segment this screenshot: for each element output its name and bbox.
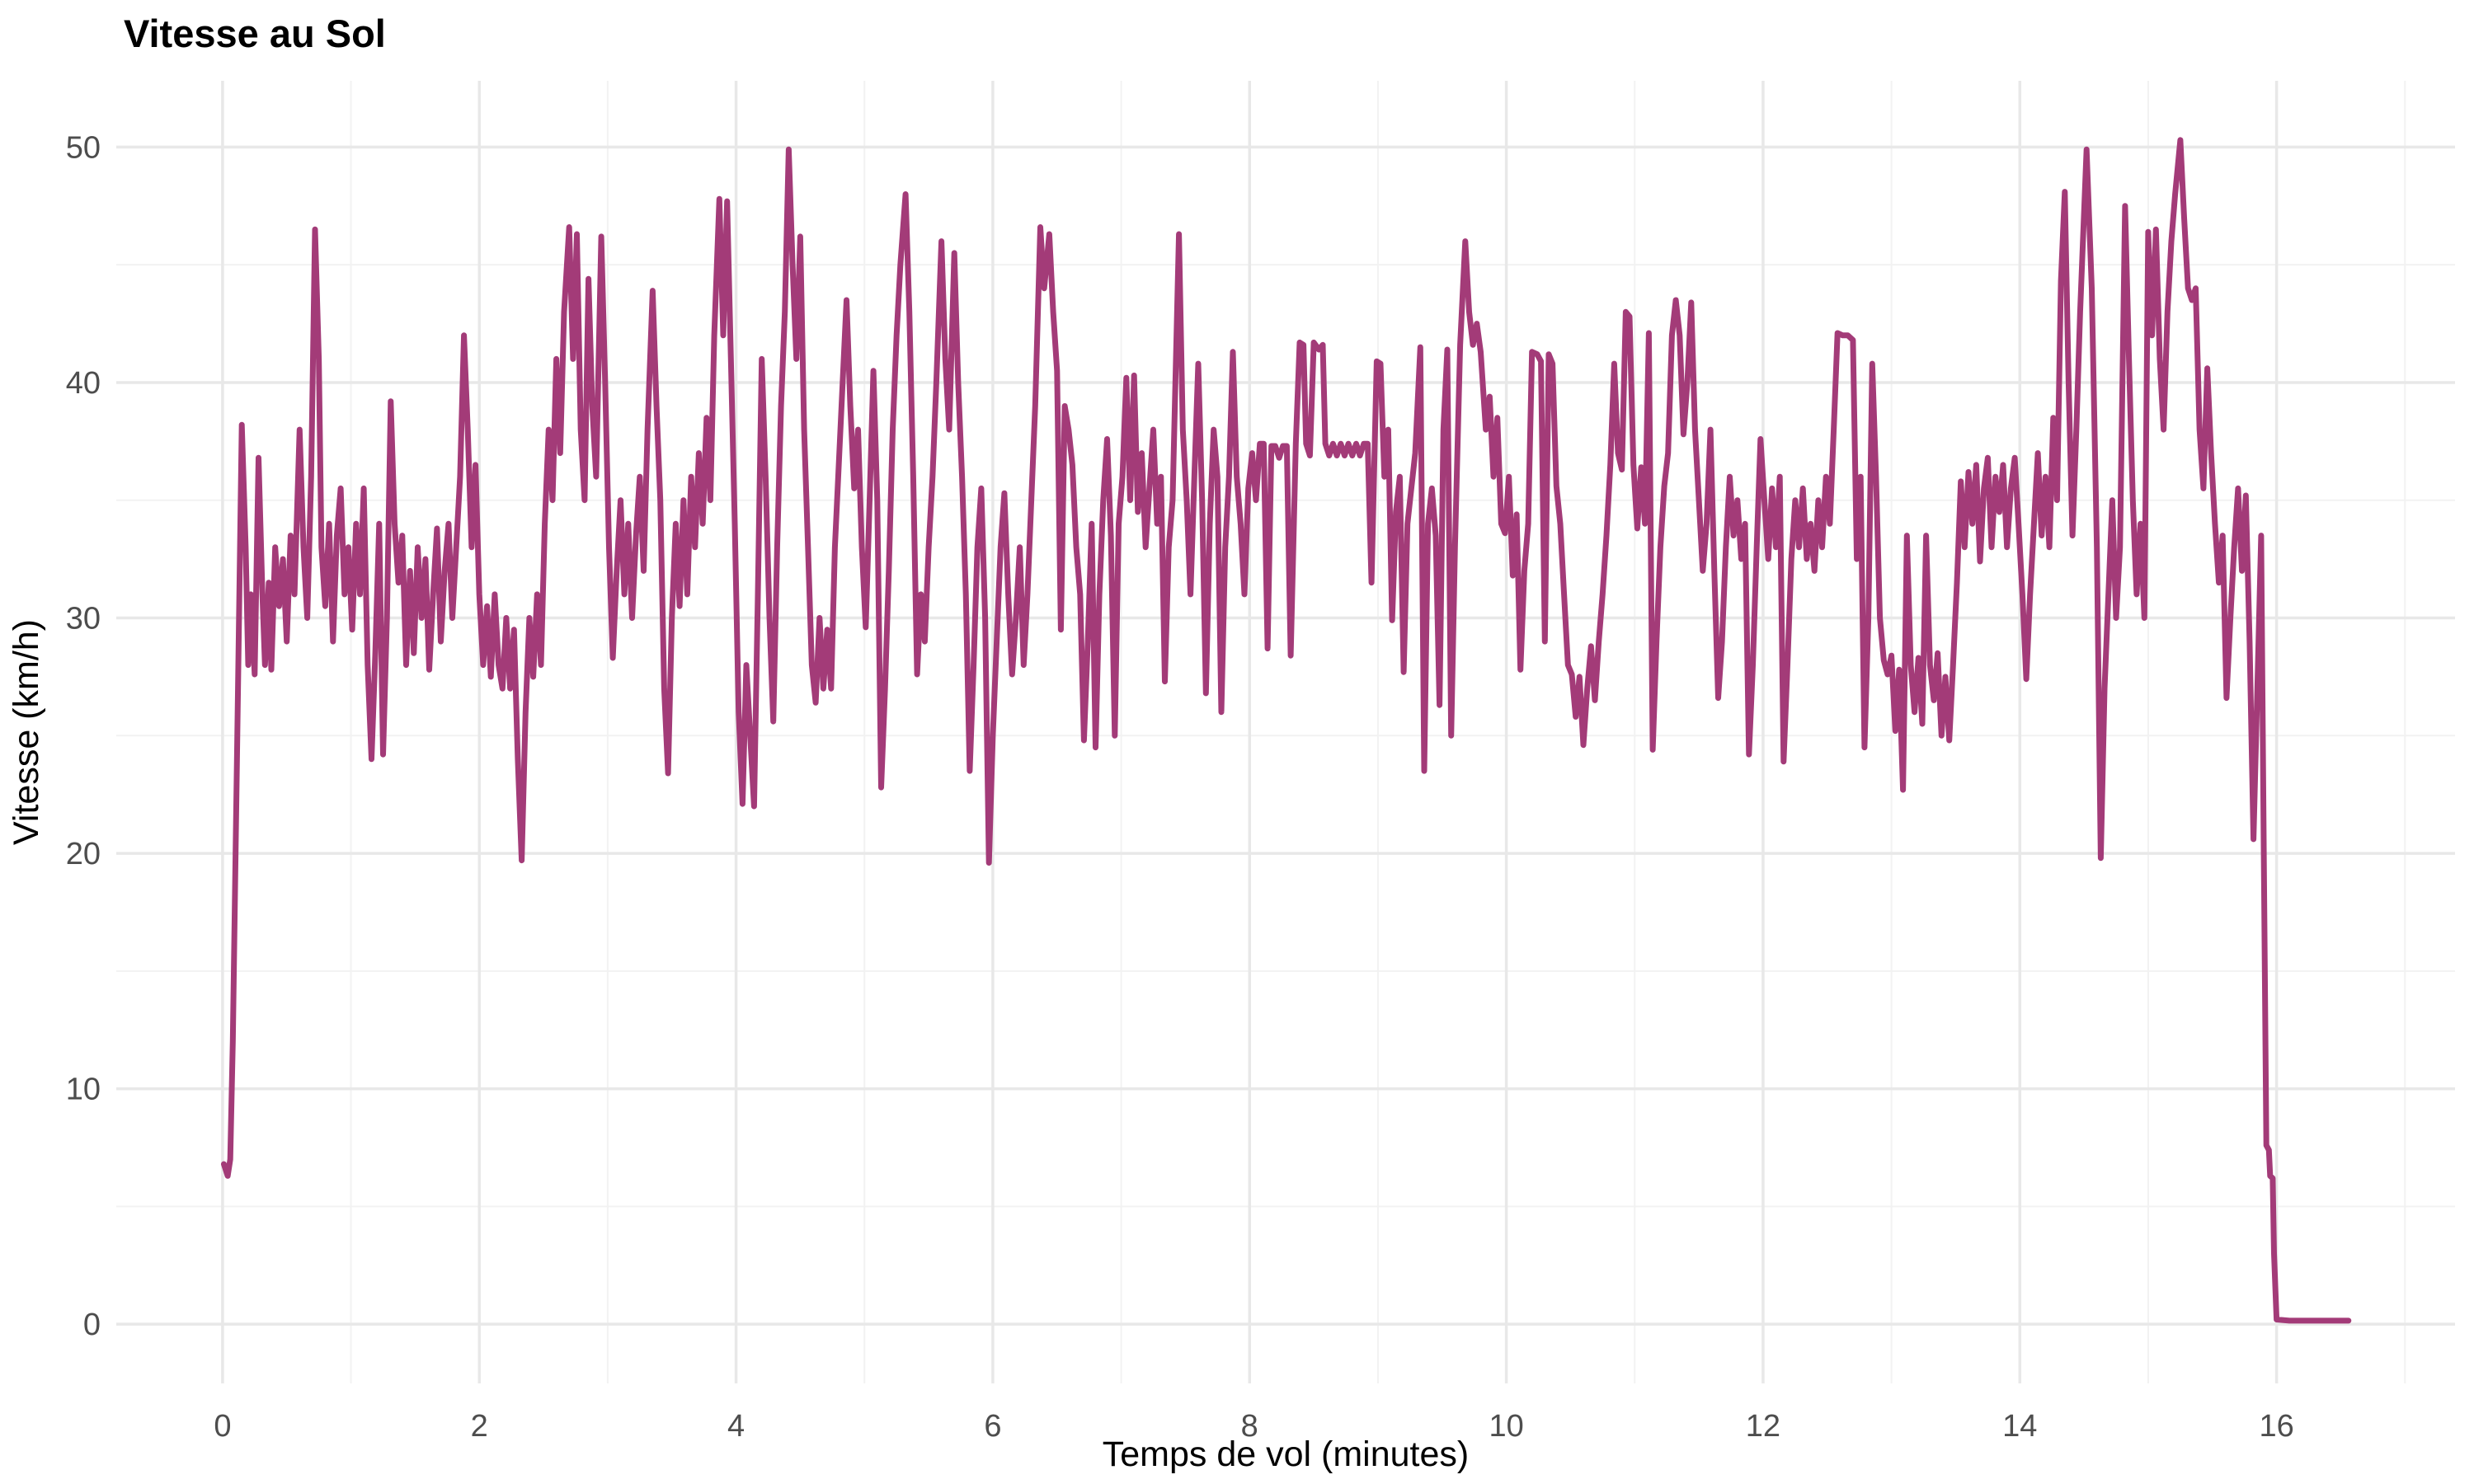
y-tick-label: 20 <box>66 837 101 871</box>
x-tick-label: 4 <box>727 1409 745 1444</box>
y-tick-label: 50 <box>66 130 101 165</box>
x-tick-label: 14 <box>2002 1409 2037 1444</box>
chart-title: Vitesse au Sol <box>124 12 386 55</box>
x-tick-label: 16 <box>2259 1409 2293 1444</box>
y-axis-title: Vitesse (km/h) <box>7 619 46 845</box>
x-tick-label: 12 <box>1746 1409 1780 1444</box>
x-axis-tick-labels: 0 2 4 6 8 10 12 14 16 <box>214 1409 2293 1444</box>
y-axis-tick-labels: 0 10 20 30 40 50 <box>66 130 101 1342</box>
y-tick-label: 40 <box>66 366 101 401</box>
x-tick-label: 2 <box>471 1409 488 1444</box>
x-tick-label: 6 <box>984 1409 1001 1444</box>
x-tick-label: 0 <box>214 1409 231 1444</box>
x-tick-label: 10 <box>1489 1409 1523 1444</box>
x-tick-label: 8 <box>1241 1409 1258 1444</box>
grid-major-lines <box>116 81 2455 1383</box>
speed-line-series <box>221 137 2352 1324</box>
y-tick-label: 0 <box>83 1308 101 1342</box>
y-tick-label: 10 <box>66 1073 101 1107</box>
y-tick-label: 30 <box>66 602 101 636</box>
x-axis-title: Temps de vol (minutes) <box>1103 1435 1470 1474</box>
speed-line <box>221 137 2352 1324</box>
